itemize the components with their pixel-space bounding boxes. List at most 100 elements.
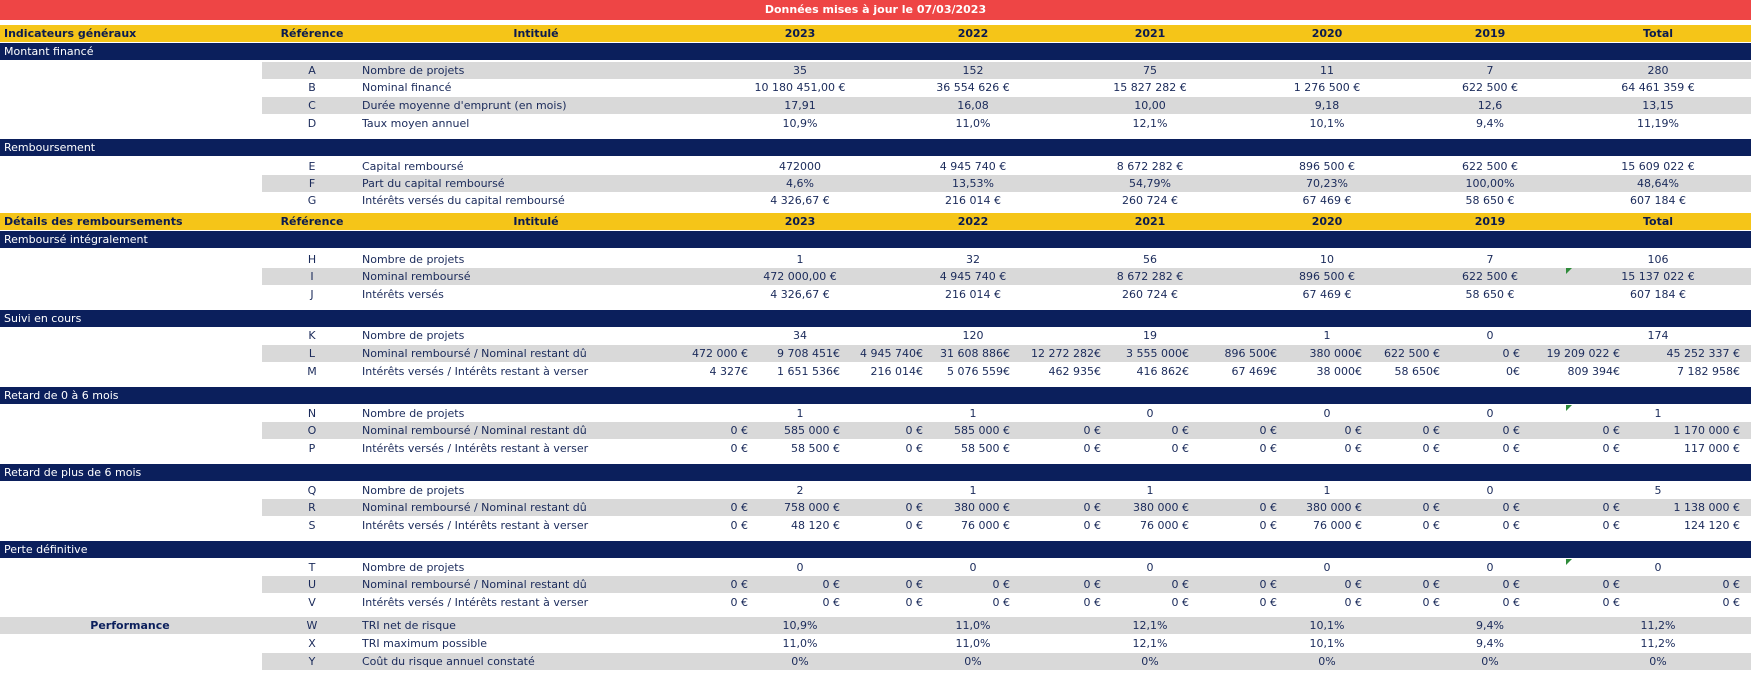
row-value[interactable]: 34 — [793, 329, 807, 342]
header-title[interactable]: Détails des remboursements — [4, 215, 183, 228]
row-value[interactable]: 0 € — [905, 519, 924, 532]
row-value[interactable]: 0 € — [1344, 442, 1363, 455]
row-value[interactable]: 76 000 € — [1313, 519, 1362, 532]
row-value[interactable]: 48,64% — [1637, 177, 1679, 190]
row-value[interactable]: 260 724 € — [1122, 194, 1178, 207]
row-value[interactable]: 0 € — [1083, 442, 1102, 455]
row-label[interactable]: Capital remboursé — [362, 160, 464, 173]
row-value[interactable]: 12 272 282€ — [1031, 347, 1101, 360]
row-value[interactable]: 4 945 740€ — [860, 347, 923, 360]
row-value[interactable]: 0 € — [730, 424, 749, 437]
row-reference[interactable]: D — [307, 117, 317, 130]
row-value[interactable]: 0 € — [1344, 578, 1363, 591]
row-value[interactable]: 4 945 740 € — [939, 270, 1007, 283]
row-value[interactable]: 0 € — [1602, 596, 1621, 609]
row-value[interactable]: 0 — [969, 561, 977, 574]
row-value[interactable]: 0 € — [905, 442, 924, 455]
header-y2021[interactable]: 2021 — [1134, 27, 1166, 40]
row-value[interactable]: 0 € — [1171, 596, 1190, 609]
row-value[interactable]: 472000 — [779, 160, 821, 173]
row-reference[interactable]: E — [308, 160, 316, 173]
row-value[interactable]: 4 326,67 € — [770, 288, 830, 301]
row-value[interactable]: 56 — [1143, 253, 1157, 266]
row-value[interactable]: 11 — [1320, 64, 1334, 77]
row-reference[interactable]: L — [308, 347, 316, 360]
row-value[interactable]: 0 € — [1602, 442, 1621, 455]
header-y2023[interactable]: 2023 — [784, 215, 816, 228]
row-value[interactable]: 9,4% — [1476, 117, 1504, 130]
row-value[interactable]: 4 326,67 € — [770, 194, 830, 207]
row-value[interactable]: 38 000€ — [1316, 365, 1363, 378]
row-value[interactable]: 10,1% — [1309, 117, 1345, 130]
row-value[interactable]: 380 000 € — [954, 501, 1010, 514]
row-value[interactable]: 380 000€ — [1309, 347, 1363, 360]
header-y2022[interactable]: 2022 — [957, 215, 989, 228]
row-value[interactable]: 4 945 740 € — [939, 160, 1007, 173]
header-reference[interactable]: Référence — [280, 27, 344, 40]
row-value[interactable]: 13,53% — [952, 177, 994, 190]
header-y2021[interactable]: 2021 — [1134, 215, 1166, 228]
row-value[interactable]: 7 182 958€ — [1677, 365, 1740, 378]
row-value[interactable]: 0 € — [1259, 596, 1278, 609]
row-label[interactable]: Nominal remboursé — [362, 270, 471, 283]
row-value[interactable]: 0 € — [1171, 424, 1190, 437]
header-intitule[interactable]: Intitulé — [513, 215, 559, 228]
row-value[interactable]: 10,9% — [782, 619, 818, 632]
row-value[interactable]: 0 € — [1502, 578, 1521, 591]
row-label[interactable]: Nominal financé — [362, 81, 452, 94]
row-reference[interactable]: X — [308, 637, 316, 650]
row-value[interactable]: 0 € — [822, 596, 841, 609]
row-value[interactable]: 216 014 € — [945, 288, 1001, 301]
row-value[interactable]: 0 € — [1722, 578, 1741, 591]
row-value[interactable]: 0 € — [1422, 578, 1441, 591]
row-value[interactable]: 1 — [1146, 484, 1154, 497]
row-label[interactable]: Nombre de projets — [362, 329, 465, 342]
row-value[interactable]: 0 € — [730, 442, 749, 455]
row-value[interactable]: 17,91 — [784, 99, 816, 112]
row-value[interactable]: 5 — [1654, 484, 1662, 497]
row-value[interactable]: 10,1% — [1309, 637, 1345, 650]
row-value[interactable]: 0 € — [905, 501, 924, 514]
row-value[interactable]: 896 500 € — [1299, 160, 1355, 173]
row-value[interactable]: 622 500 € — [1384, 347, 1440, 360]
row-reference[interactable]: T — [308, 561, 316, 574]
header-y2023[interactable]: 2023 — [784, 27, 816, 40]
row-value[interactable]: 0 € — [730, 501, 749, 514]
row-value[interactable]: 64 461 359 € — [1621, 81, 1695, 94]
row-label[interactable]: Nombre de projets — [362, 484, 465, 497]
row-value[interactable]: 1 — [969, 484, 977, 497]
section-title-retard_0_6[interactable]: Retard de 0 à 6 mois — [4, 389, 119, 402]
row-value[interactable]: 0 € — [1502, 442, 1521, 455]
row-reference[interactable]: Y — [308, 655, 316, 668]
row-value[interactable]: 58 650€ — [1394, 365, 1441, 378]
row-reference[interactable]: F — [308, 177, 316, 190]
row-value[interactable]: 0 € — [1602, 424, 1621, 437]
row-value[interactable]: 54,79% — [1129, 177, 1171, 190]
row-value[interactable]: 472 000 € — [692, 347, 748, 360]
row-value[interactable]: 0 — [1486, 329, 1494, 342]
row-value[interactable]: 0 € — [905, 578, 924, 591]
row-value[interactable]: 9 708 451€ — [777, 347, 840, 360]
row-value[interactable]: 120 — [962, 329, 984, 342]
section-title-suivi_en_cours[interactable]: Suivi en cours — [4, 312, 82, 325]
row-reference[interactable]: Q — [307, 484, 317, 497]
header-total[interactable]: Total — [1642, 215, 1674, 228]
row-value[interactable]: 152 — [962, 64, 984, 77]
row-value[interactable]: 36 554 626 € — [936, 81, 1010, 94]
row-value[interactable]: 5 076 559€ — [947, 365, 1010, 378]
row-value[interactable]: 0 € — [992, 578, 1011, 591]
row-value[interactable]: 19 — [1143, 329, 1157, 342]
header-y2022[interactable]: 2022 — [957, 27, 989, 40]
row-value[interactable]: 58 650 € — [1465, 288, 1515, 301]
row-value[interactable]: 0 — [1323, 407, 1331, 420]
row-value[interactable]: 416 862€ — [1136, 365, 1190, 378]
row-value[interactable]: 0 € — [992, 596, 1011, 609]
row-value[interactable]: 622 500 € — [1462, 81, 1518, 94]
row-reference[interactable]: N — [307, 407, 317, 420]
row-label[interactable]: Nombre de projets — [362, 561, 465, 574]
row-label[interactable]: Nombre de projets — [362, 64, 465, 77]
row-value[interactable]: 9,18 — [1314, 99, 1340, 112]
row-value[interactable]: 1 651 536€ — [777, 365, 840, 378]
row-value[interactable]: 58 650 € — [1465, 194, 1515, 207]
row-value[interactable]: 0 € — [1083, 519, 1102, 532]
